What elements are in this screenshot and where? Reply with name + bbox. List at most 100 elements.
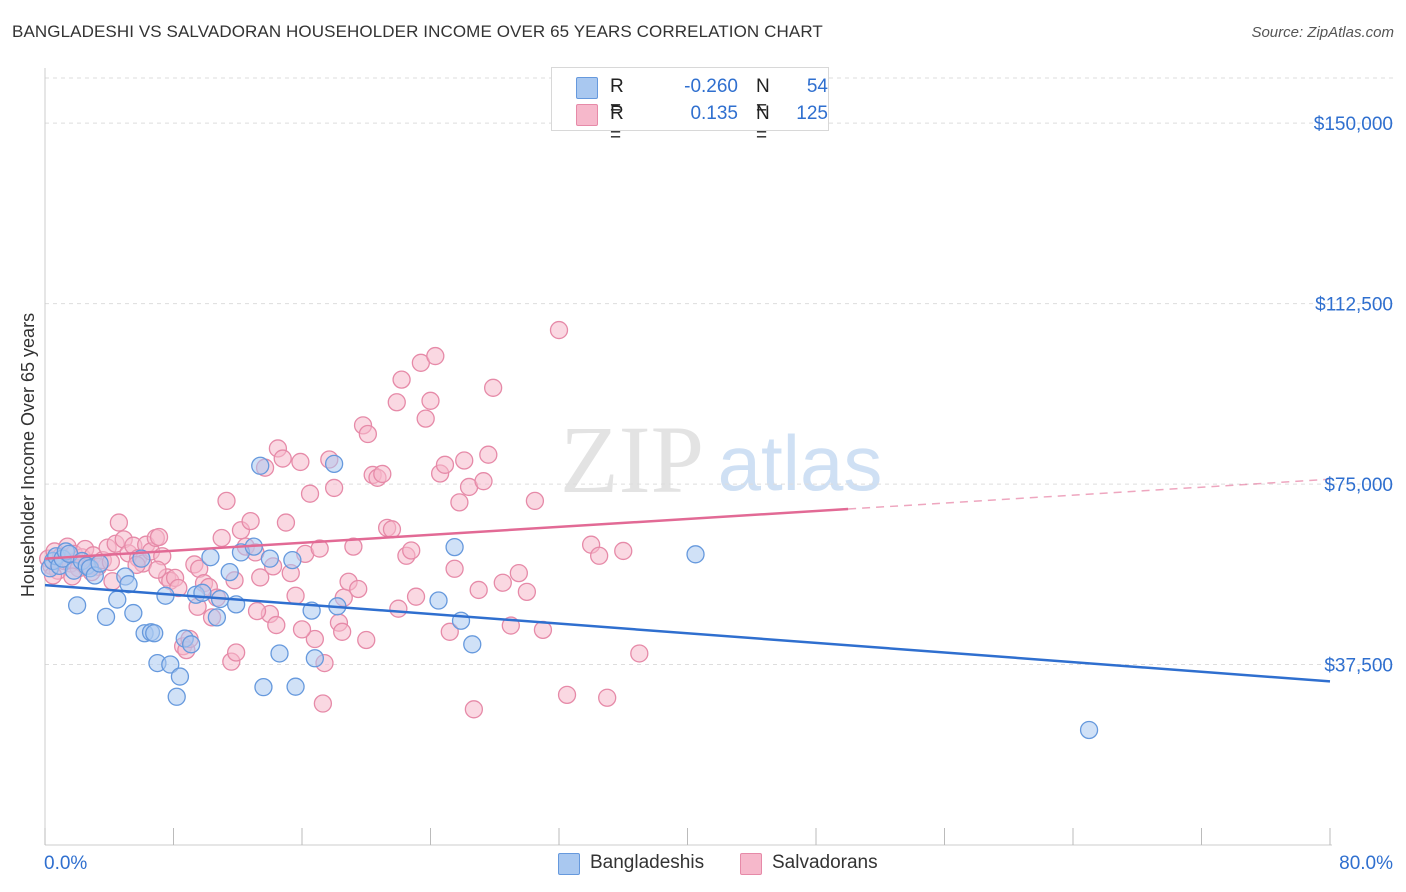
salvadoran-point (406, 587, 426, 606)
bangladeshi-point (193, 583, 212, 602)
axis-labels: $37,500 $75,000 $112,500 $150,000 0.0% 80.0% H… (18, 114, 1393, 874)
salvadoran-point (450, 493, 469, 512)
salvadoran-point (517, 582, 537, 602)
salvadoran-point (455, 451, 474, 470)
legend-n-label: N = (756, 103, 770, 146)
watermark-zip: ZIP (560, 406, 704, 513)
bangladeshi-point (132, 549, 151, 568)
bangladeshi-point (305, 649, 325, 668)
stats-legend: R = -0.260 N = 54 R = 0.135 N = 125 (551, 67, 829, 146)
salvadoran-point (474, 472, 493, 491)
source-label: Source: ZipAtlas.com (1251, 24, 1394, 41)
bangladeshi-point (207, 608, 227, 627)
bangladeshi-trend-line (44, 583, 1331, 683)
bangladeshi-point (463, 635, 482, 654)
y-tick-label: $75,000 (1324, 475, 1393, 496)
salvadoran-point (226, 643, 246, 662)
salvadoran-point (464, 700, 484, 719)
trend-lines (44, 478, 1331, 683)
y-tick-label: $37,500 (1324, 656, 1393, 677)
salvadoran-point (416, 409, 435, 428)
salvadoran-point (333, 622, 352, 641)
bangladeshi-point (251, 456, 270, 475)
salvadoran-trend-line-extension (848, 478, 1331, 510)
salvadoran-point (305, 629, 325, 649)
legend-swatch-bangladeshis (576, 77, 598, 99)
salvadoran-point (590, 546, 609, 565)
bangladeshi-point (67, 596, 87, 615)
salvadoran-point (276, 513, 296, 532)
bangladeshi-point (170, 667, 190, 686)
bangladeshi-point (686, 545, 705, 564)
bangladeshi-point (429, 591, 448, 610)
x-tick-label: 80.0% (1339, 853, 1393, 874)
watermark-atlas: atlas (718, 419, 883, 507)
bangladeshi-point (145, 624, 164, 643)
salvadoran-point (421, 391, 440, 410)
salvadoran-point (525, 491, 545, 511)
salvadoran-point (267, 615, 286, 635)
x-tick-label: 0.0% (44, 853, 87, 874)
salvadoran-point (148, 560, 167, 579)
bangladeshi-point (286, 677, 305, 696)
axes (44, 68, 1332, 846)
bottom-legend-label: Bangladeshis (590, 852, 705, 873)
salvadoran-point (292, 620, 312, 639)
salvadoran-point (426, 346, 445, 366)
salvadoran-point (382, 520, 402, 539)
legend-r-value: 0.135 (690, 103, 738, 124)
legend-swatch-salvadorans (576, 104, 598, 126)
salvadoran-point (509, 563, 528, 583)
bottom-legend-swatch (558, 853, 580, 875)
salvadoran-point (247, 601, 267, 621)
salvadoran-point (493, 573, 512, 592)
bottom-legend-swatch (740, 853, 762, 875)
legend-r-label: R = (610, 76, 624, 119)
salvadoran-point (389, 599, 408, 618)
salvadoran-point (344, 537, 363, 556)
salvadoran-point (109, 513, 129, 532)
salvadoran-point (300, 484, 320, 503)
bangladeshi-point (119, 575, 138, 594)
legend-n-value: 125 (796, 103, 828, 124)
bangladeshi-point (445, 537, 464, 557)
salvadoran-point (349, 579, 368, 599)
y-axis-label: Householder Income Over 65 years (18, 313, 38, 597)
salvadoran-trend-line (44, 507, 849, 560)
grid (45, 77, 1395, 666)
watermark: ZIP atlas (560, 406, 882, 513)
salvadoran-point (440, 622, 459, 641)
bangladeshi-point (220, 562, 239, 582)
legend-r-label: R = (610, 103, 624, 146)
bangladeshi-point (161, 655, 180, 674)
salvadoran-point (445, 559, 464, 578)
salvadoran-point (479, 445, 498, 464)
legend-n-value: 54 (806, 76, 828, 97)
salvadoran-point (357, 630, 376, 650)
bottom-legend-label: Salvadorans (772, 852, 878, 873)
bangladeshi-point (96, 607, 116, 627)
points-layer (39, 320, 1099, 740)
salvadoran-point (273, 449, 292, 468)
bangladeshi-point (124, 603, 143, 623)
bangladeshi-point (182, 635, 201, 654)
bangladeshi-point (324, 454, 344, 474)
bangladeshi-point (108, 590, 127, 609)
salvadoran-point (549, 320, 569, 340)
bangladeshi-point (254, 678, 273, 697)
salvadoran-point (324, 478, 344, 498)
bangladeshi-point (260, 549, 280, 568)
salvadoran-point (483, 378, 503, 397)
salvadoran-point (387, 393, 406, 412)
salvadoran-point (149, 527, 169, 547)
salvadoran-point (557, 685, 577, 704)
salvadoran-point (291, 452, 310, 472)
bangladeshi-point (167, 687, 186, 706)
salvadoran-point (392, 370, 411, 389)
salvadoran-point (373, 464, 392, 484)
y-tick-label: $150,000 (1314, 114, 1393, 135)
salvadoran-point (310, 539, 329, 558)
salvadoran-point (358, 424, 378, 444)
legend-n-label: N = (756, 76, 770, 119)
